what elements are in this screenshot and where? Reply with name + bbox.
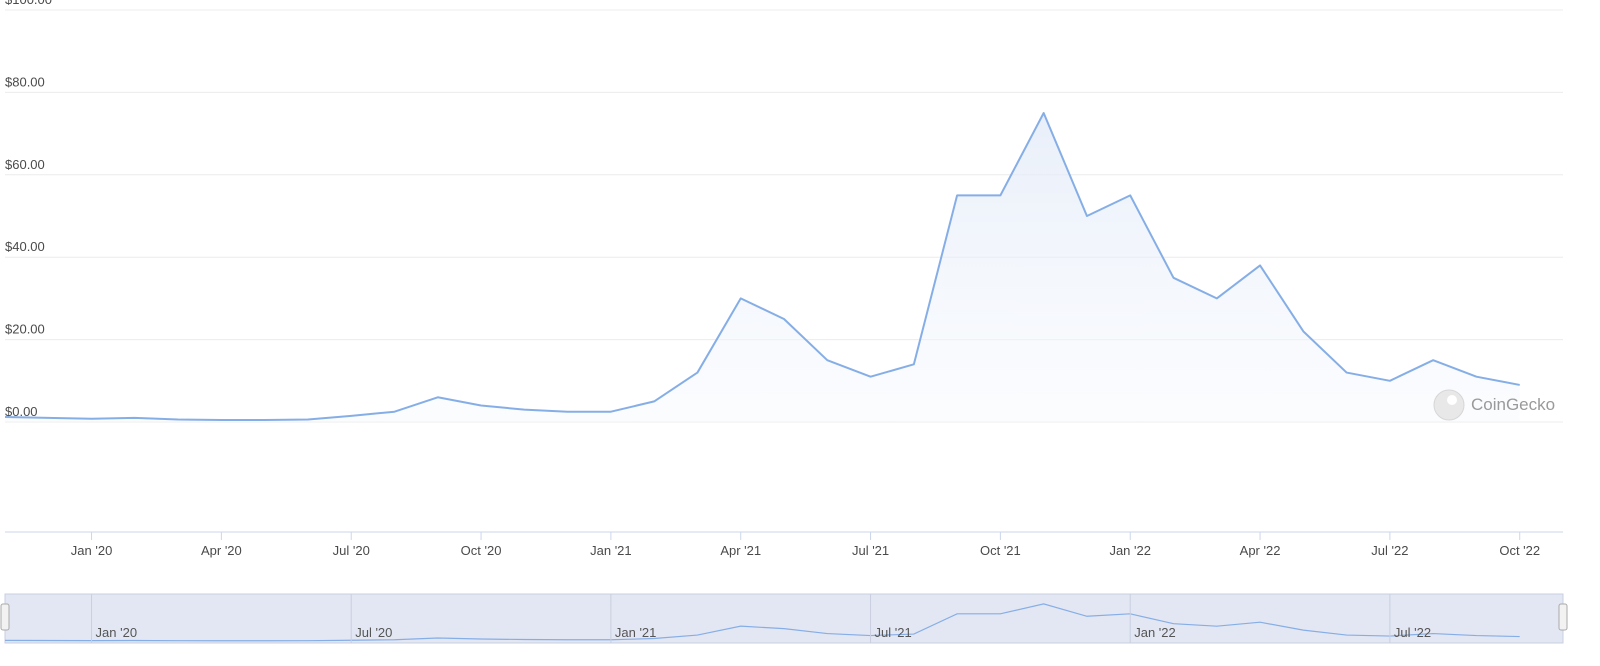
navigator-handle[interactable]	[0, 603, 10, 631]
plot-area: $0.00 $20.00 $40.00 $60.00 $80.00 $100.00 Jan …	[4, 0, 1563, 558]
navigator-label: Jul '20	[355, 625, 392, 640]
x-tick-label: Apr '21	[720, 543, 761, 558]
navigator-label: Jan '22	[1134, 625, 1176, 640]
watermark-text: CoinGecko	[1471, 395, 1555, 414]
navigator-label: Jul '21	[875, 625, 912, 640]
watermark: CoinGecko	[1433, 389, 1555, 421]
y-tick-label: $40.00	[5, 239, 45, 254]
y-tick-label: $20.00	[5, 322, 45, 337]
navigator-label: Jan '21	[615, 625, 657, 640]
x-tick-label: Jan '20	[71, 543, 113, 558]
navigator: Jan '20 Jul '20 Jan '21 Jul '21 Jan '22 Jul '…	[4, 594, 1520, 643]
x-tick-label: Jan '21	[590, 543, 632, 558]
navigator-line	[4, 603, 1520, 642]
x-tick-label: Oct '21	[980, 543, 1021, 558]
navigator-label: Jan '20	[96, 625, 138, 640]
price-line	[4, 112, 1520, 421]
navigator-background	[4, 593, 1564, 644]
x-tick-label: Oct '20	[461, 543, 502, 558]
x-tick-label: Apr '20	[201, 543, 242, 558]
y-tick-label: $80.00	[5, 74, 45, 89]
x-tick-label: Jul '22	[1371, 543, 1408, 558]
area	[5, 113, 1520, 422]
y-tick-label: $60.00	[5, 157, 45, 172]
y-tick-label: $0.00	[5, 404, 38, 419]
navigator-handle[interactable]	[1558, 603, 1568, 631]
x-tick-label: Jul '21	[852, 543, 889, 558]
x-tick-label: Apr '22	[1240, 543, 1281, 558]
navigator-label: Jul '22	[1394, 625, 1431, 640]
x-tick-label: Jul '20	[333, 543, 370, 558]
x-tick-label: Oct '22	[1499, 543, 1540, 558]
x-tick-label: Jan '22	[1109, 543, 1151, 558]
y-tick-label: $100.00	[5, 0, 52, 7]
